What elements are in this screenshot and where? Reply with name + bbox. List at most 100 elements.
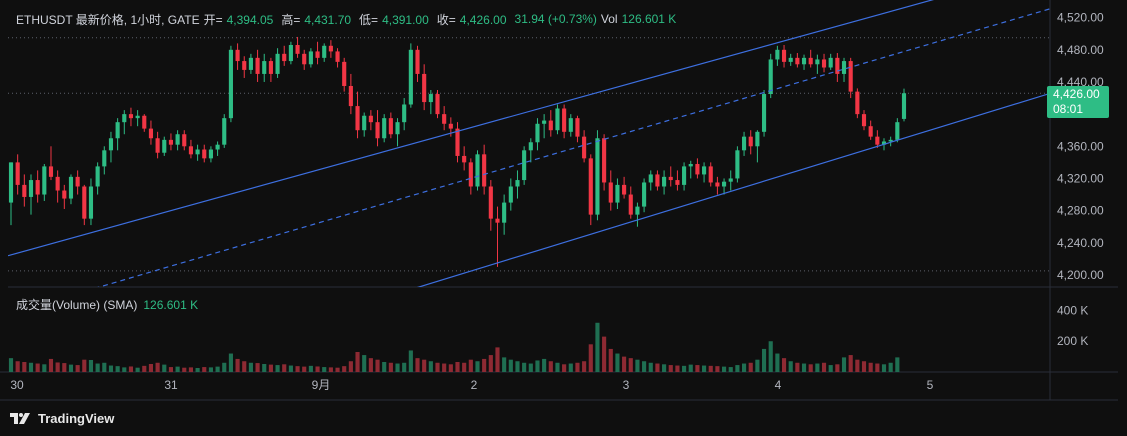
volume-bar [342,366,347,372]
candle-body [222,118,227,145]
candle-body [155,138,160,153]
candle-body [868,126,873,137]
tradingview-logo-icon [10,413,30,424]
candle-body [768,59,773,95]
candle-body [288,44,293,62]
volume-bar [835,364,840,372]
volume-bar [728,367,733,372]
candle-body [408,49,413,105]
candle-body [202,149,207,159]
candle-body [781,49,787,62]
volume-bar [821,362,827,372]
candle-body [402,104,407,123]
symbol-label[interactable]: ETHUSDT 最新价格, 1小时, GATE [16,12,200,27]
candle-body [282,53,287,62]
tradingview-brand[interactable]: TradingView [10,408,114,428]
volume-bar [135,367,140,372]
volume-bar [328,367,333,372]
volume-bar [108,365,114,372]
candle-body [615,184,620,203]
candle-body [442,114,447,124]
volume-bar [268,364,273,372]
volume-bar [295,366,300,372]
candle-body [215,144,220,150]
candle-body [115,122,120,139]
volume-bar [262,364,267,372]
volume-bar [761,348,767,372]
candle-body [122,114,127,123]
volume-bar [861,361,867,372]
candle-body [655,174,660,187]
candle-body [788,57,793,62]
volume-legend[interactable]: 成交量(Volume) (SMA) 126.601 K [16,296,198,313]
volume-bar [82,359,87,372]
high-label: 高= [281,12,301,27]
volume-bar [8,358,14,372]
candle-body [108,138,114,151]
candle-body [801,57,807,65]
candle-body [715,182,720,187]
volume-bar [755,359,760,372]
candle-body [448,123,453,129]
volume-bar [708,365,713,372]
brand-name: TradingView [38,410,115,426]
volume-bar [868,362,873,372]
time-tick-label: 3 [623,378,630,392]
candle-body [228,49,233,119]
candle-body [455,128,460,156]
candle-body [368,115,373,123]
volume-bar [422,359,427,372]
candle-body [622,184,627,195]
candle-body [775,49,780,60]
volume-value: Vol 126.601 K [601,12,680,26]
candle-body [828,57,833,68]
vol-number: 126.601 K [621,12,677,26]
candle-body [235,49,240,62]
candle-body [142,115,147,129]
candle-body [75,176,80,187]
candle-body [135,115,140,119]
candle-body [562,108,567,132]
candle-body [662,176,667,187]
volume-bar [488,355,493,372]
candle-body [741,136,747,151]
volume-bar [348,361,353,372]
volume-bar [142,365,147,372]
volume-bar [282,364,287,372]
candle-body [422,73,427,103]
candle-body [68,176,74,199]
volume-bar [482,358,487,372]
volume-bar [788,361,793,372]
vol-label: Vol [600,12,618,26]
candle-body [688,163,693,167]
time-tick-label: 4 [775,378,782,392]
candle-body [875,136,880,145]
candle-body [682,166,687,185]
volume-bar [335,367,340,372]
volume-bar [795,362,800,372]
volume-bar [115,366,120,372]
candle-body [348,85,353,107]
volume-bar [875,363,880,372]
candle-body [588,158,593,215]
candle-body [248,57,253,70]
candle-body [841,61,847,74]
volume-bar [122,367,127,372]
candle-body [328,45,333,52]
volume-bar [315,366,320,372]
volume-bar [515,361,520,372]
candle-body [162,139,167,153]
volume-bar [95,363,100,372]
price-tick-label: 4,360.00 [1057,139,1104,153]
candle-body [848,61,853,92]
candle-body [55,176,60,191]
volume-bar [35,363,40,372]
candle-body [895,122,900,140]
candle-body [208,149,213,159]
candle-body [608,182,613,203]
volume-bar [775,353,780,372]
candle-body [15,162,20,185]
candle-body [901,93,907,119]
